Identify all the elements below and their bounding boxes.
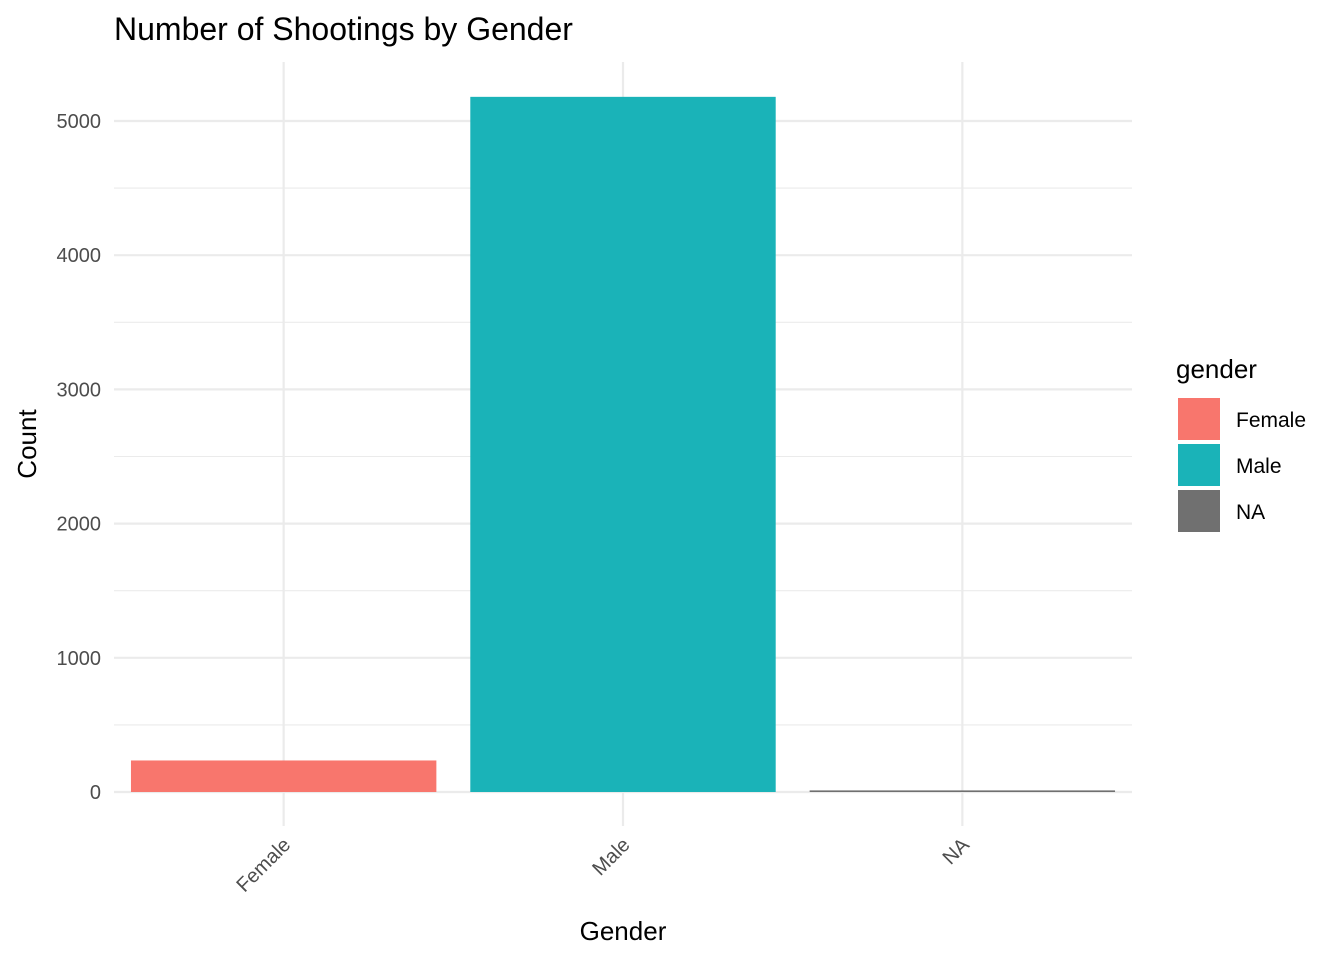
legend-key-male xyxy=(1178,444,1220,486)
y-tick-label: 3000 xyxy=(57,379,102,401)
y-tick-label: 0 xyxy=(90,782,101,804)
legend: gender Female Male NA xyxy=(1176,354,1306,532)
y-tick-label: 4000 xyxy=(57,245,102,267)
legend-label: NA xyxy=(1236,501,1265,524)
x-axis-ticks: Female Male NA xyxy=(232,834,974,897)
x-tick-label: NA xyxy=(939,834,975,870)
y-axis-title: Count xyxy=(12,409,42,479)
chart-title: Number of Shootings by Gender xyxy=(114,11,573,47)
x-axis-title: Gender xyxy=(580,916,667,946)
x-tick-label: Female xyxy=(232,834,295,897)
x-tick-label: Male xyxy=(588,834,634,880)
bar-male xyxy=(470,96,776,793)
legend-label: Female xyxy=(1236,409,1306,432)
bar-female xyxy=(130,760,437,792)
bar-na xyxy=(809,790,1116,792)
y-tick-label: 2000 xyxy=(57,514,102,536)
y-tick-label: 5000 xyxy=(57,111,102,133)
legend-title: gender xyxy=(1176,354,1257,384)
y-axis-ticks: 0 1000 2000 3000 4000 5000 xyxy=(57,111,102,804)
bars xyxy=(130,96,1116,793)
legend-key-female xyxy=(1178,398,1220,440)
y-tick-label: 1000 xyxy=(57,648,102,670)
legend-key-na xyxy=(1178,490,1220,532)
legend-label: Male xyxy=(1236,455,1282,478)
